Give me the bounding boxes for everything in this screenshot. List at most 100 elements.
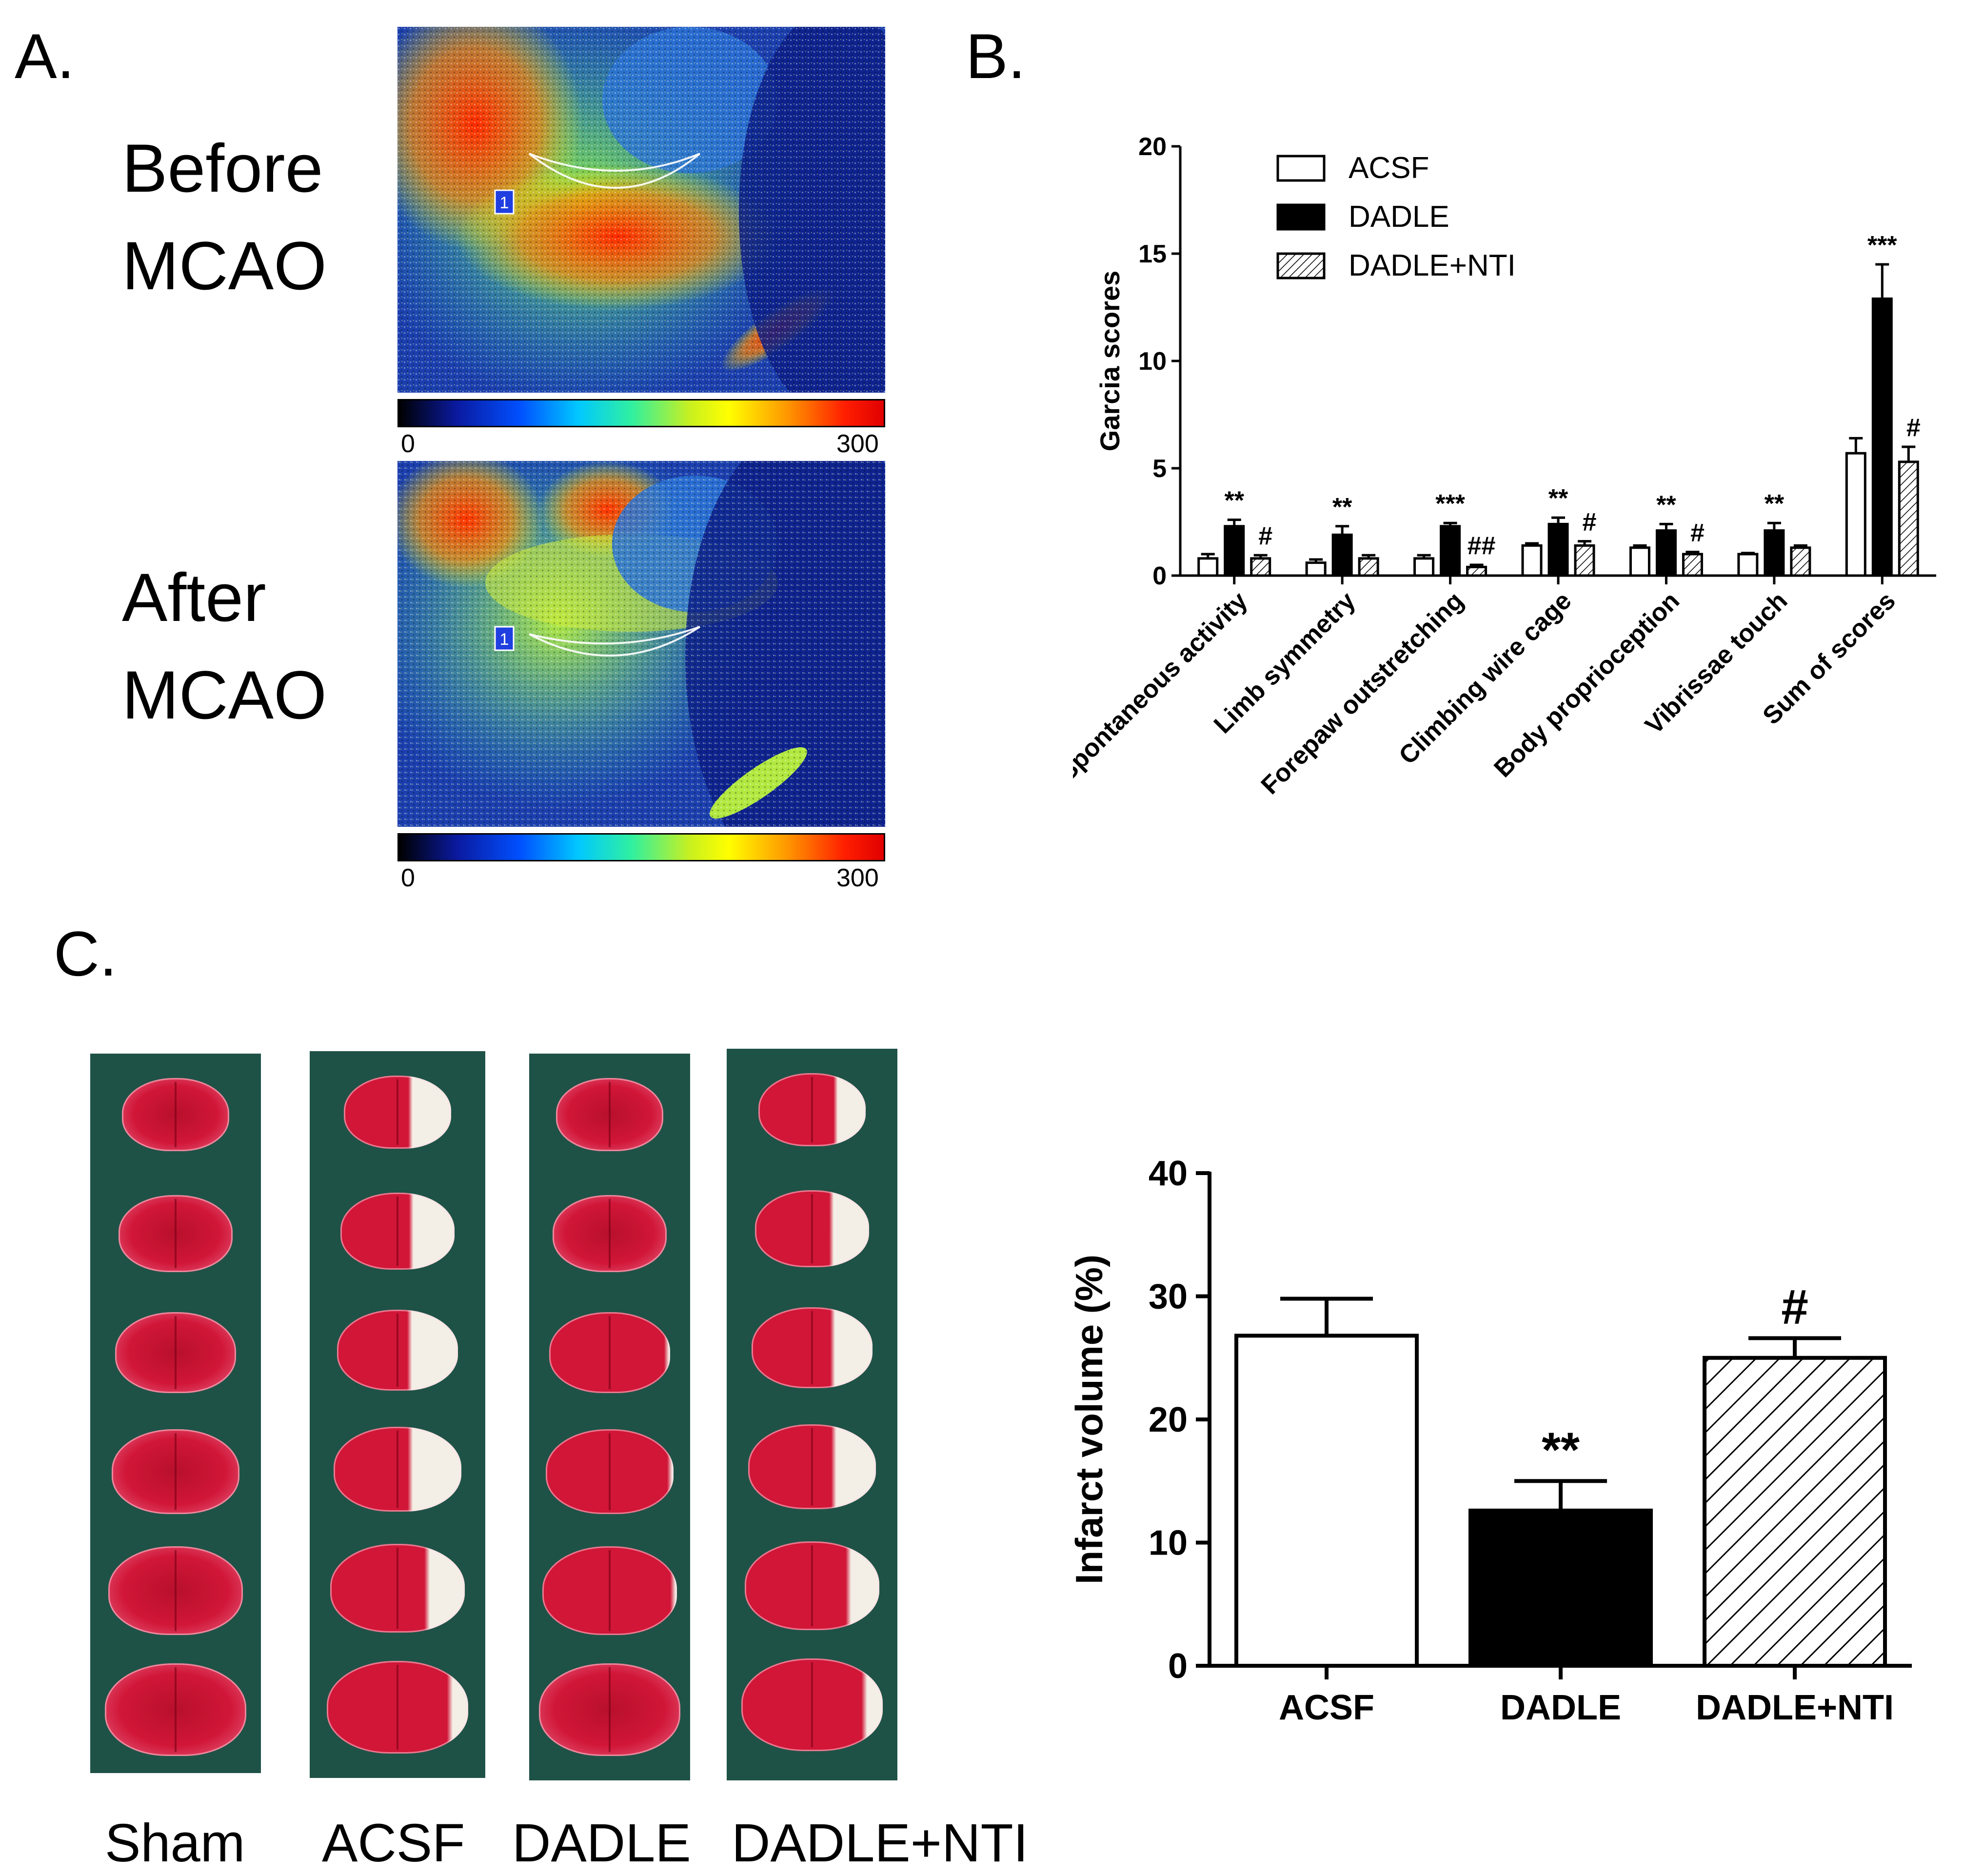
x-tick-label: DADLE [1500,1688,1621,1727]
infarct-volume-chart: 0 10 20 30 40 Infarct volume (%) ACSF DADLE ** DA… [1068,1154,1912,1727]
slice-midline [175,1433,177,1510]
before-mcao-label: Before MCAO [122,120,327,315]
strip-label-acsf: ACSF [322,1813,465,1873]
y-tick-label: 0 [1168,1647,1188,1686]
legend-label: ACSF [1349,151,1429,185]
y-tick-label: 30 [1149,1277,1188,1317]
x-tick-label: Body proprioception [1488,586,1685,783]
slice-midline [397,1431,398,1508]
significance-marker: # [1583,508,1597,537]
x-tick-label: ACSF [1279,1688,1374,1727]
slice-midline [811,1311,813,1384]
slice-midline [397,1548,398,1629]
significance-marker: # [1690,519,1705,547]
roi-marker-before: 1 [500,194,509,212]
bar-acsf [1234,1334,1419,1668]
bar-dadle [1440,525,1461,577]
slice-midline [609,1667,611,1752]
bar-dadle-nti [1574,544,1595,577]
y-tick-label: 20 [1138,133,1167,161]
legend-swatch-dadle [1276,203,1326,231]
slice-midline [397,1314,398,1387]
garcia-scores-chart: 0 5 10 15 20 Garcia scores Spontaneous activit… [1073,133,1936,800]
y-axis-label: Infarct volume (%) [1068,1255,1111,1584]
after-line1: After [122,559,266,636]
legend-swatch-dadle-nti [1276,252,1326,279]
bar-acsf [1521,544,1543,577]
before-line2: MCAO [122,227,327,304]
bar-dadle-nti [1703,1356,1887,1668]
y-tick-label: 5 [1152,455,1167,483]
panel-label-c: C. [54,918,117,989]
strip-label-dadle-nti: DADLE+NTI [732,1813,1029,1873]
slice-midline [609,1316,611,1389]
slice-midline [811,1545,813,1626]
bar-acsf [1737,553,1759,577]
legend-swatch-acsf [1276,155,1326,182]
slice-midline [811,1428,813,1505]
before-line1: Before [122,130,323,206]
bar-dadle-nti [1790,546,1811,577]
bar-dadle [1655,529,1677,577]
bar-dadle-nti [1682,553,1703,577]
slice-midline [811,1077,813,1142]
bar-dadle [1331,533,1353,577]
colorbar-after [397,833,885,861]
bar-dadle [1468,1508,1653,1668]
bar-acsf [1845,452,1866,577]
before-mcao-perfusion-image: 1 [397,27,885,393]
slice-midline [397,1079,398,1145]
significance-marker: # [1906,414,1921,442]
after-line2: MCAO [122,657,327,733]
bar-dadle [1548,522,1569,577]
significance-marker: ** [1548,484,1568,513]
photo-strip-acsf [310,1051,485,1778]
bar-acsf [1413,557,1435,577]
slice-midline [811,1194,813,1263]
x-tick-label: Forepaw outstretching [1256,586,1469,799]
after-mcao-perfusion-image: 1 [397,461,885,827]
significance-marker: ** [1332,493,1352,521]
legend-label: DADLE [1349,200,1449,234]
y-tick-label: 20 [1149,1400,1188,1439]
significance-marker: ** [1656,491,1676,519]
slice-midline [175,1199,177,1268]
colorbar-before [397,399,885,427]
photo-strip-dadle-nti [727,1049,897,1780]
slice-midline [175,1316,177,1389]
significance-marker: ** [1765,490,1785,518]
colorbar-before-max: 300 [836,430,879,458]
y-tick-label: 10 [1138,347,1167,376]
slice-midline [609,1433,611,1510]
significance-marker: # [1258,522,1272,550]
roi-marker-after: 1 [500,630,509,649]
bar-dadle-nti [1898,460,1919,577]
slice-midline [175,1082,177,1147]
slice-midline [609,1082,611,1147]
y-axis-label: Garcia scores [1094,271,1125,451]
bar-dadle [1764,529,1785,577]
y-tick-label: 0 [1152,562,1167,590]
significance-marker: # [1781,1279,1808,1334]
bar-dadle [1871,297,1893,577]
significance-marker: *** [1435,490,1465,518]
panel-label-b: B. [966,20,1026,92]
y-tick-label: 10 [1149,1524,1188,1563]
strip-label-sham: Sham [105,1813,245,1873]
panel-label-a: A. [15,20,75,92]
after-mcao-label: After MCAO [122,549,327,744]
significance-marker: *** [1867,231,1897,259]
bar-dadle-nti [1250,557,1271,577]
significance-marker: ** [1542,1422,1580,1477]
slice-midline [397,1665,398,1750]
y-tick-label: 40 [1149,1154,1188,1193]
x-tick-label: DADLE+NTI [1696,1688,1894,1727]
slice-midline [609,1199,611,1268]
significance-marker: ## [1468,532,1496,560]
colorbar-before-min: 0 [401,430,415,458]
x-tick-label: Spontaneous activity [1073,586,1253,787]
photo-strip-dadle [529,1054,690,1780]
photo-strip-sham [90,1054,261,1773]
bar-dadle-nti [1466,565,1488,577]
slice-midline [175,1550,177,1631]
